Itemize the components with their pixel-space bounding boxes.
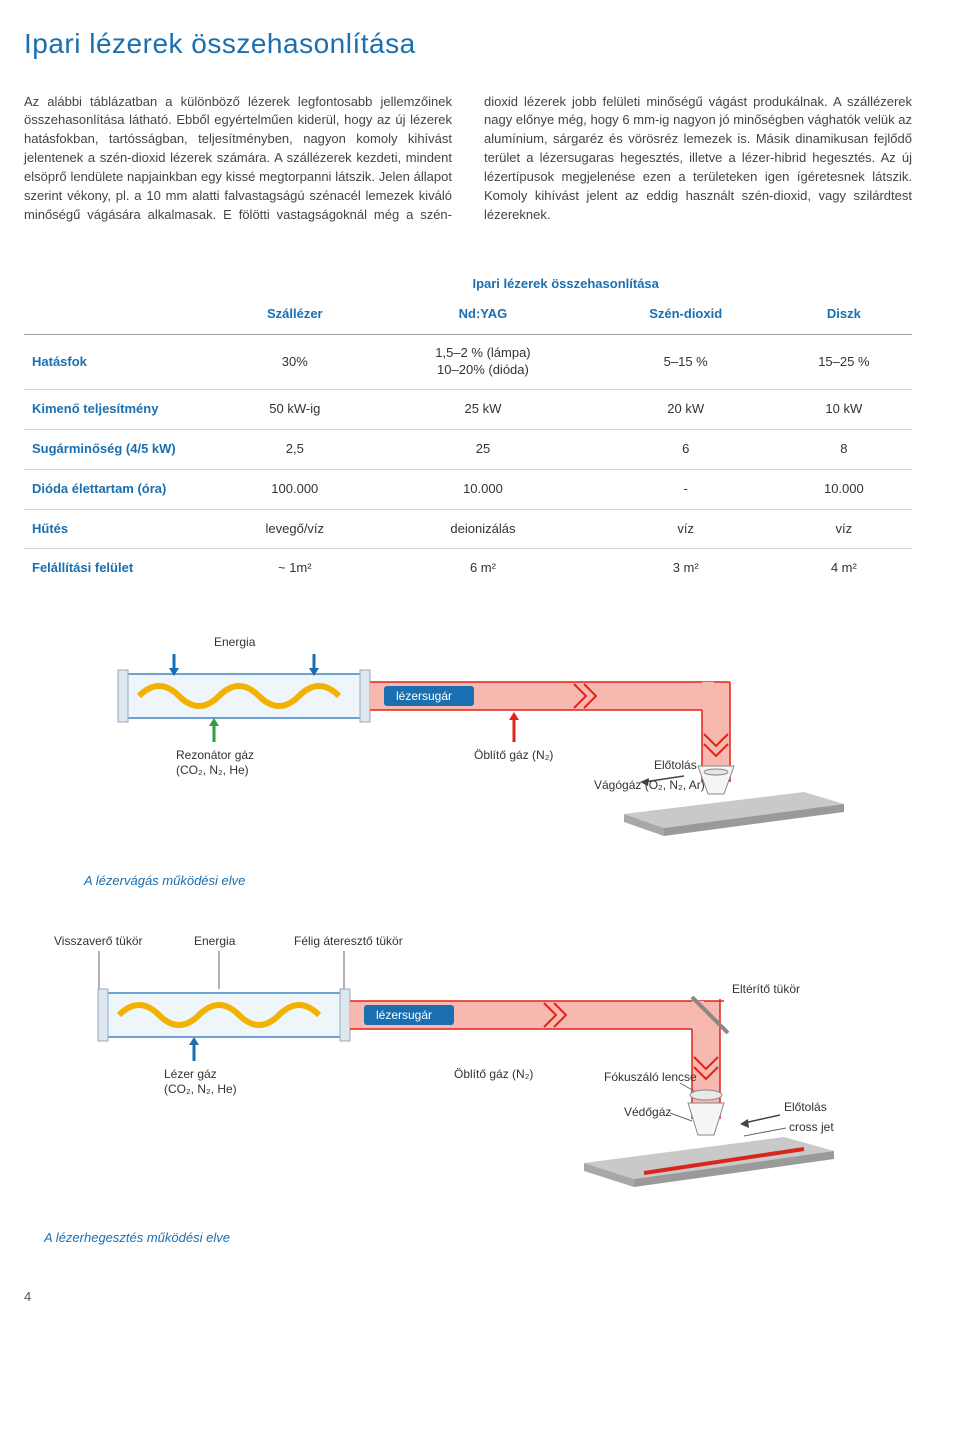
table-row-label: Sugárminőség (4/5 kW) [24, 429, 219, 469]
svg-text:Energia: Energia [194, 934, 236, 948]
table-cell: 25 kW [370, 389, 595, 429]
comparison-table: Ipari lézerek összehasonlítása Szállézer… [24, 265, 912, 589]
table-row-label: Kimenő teljesítmény [24, 389, 219, 429]
table-cell: 10.000 [776, 469, 912, 509]
table-cell: 6 m² [370, 549, 595, 588]
table-group-header: Ipari lézerek összehasonlítása [219, 265, 912, 296]
svg-text:Energia: Energia [214, 635, 256, 649]
table-row-label: Felállítási felület [24, 549, 219, 588]
table-cell: 10 kW [776, 389, 912, 429]
body-paragraph: Az alábbi táblázatban a különböző lézere… [24, 93, 912, 225]
table-header-empty [24, 265, 219, 296]
table-col-2: Nd:YAG [370, 295, 595, 334]
diagram1-caption: A lézervágás működési elve [84, 872, 912, 891]
table-cell: 100.000 [219, 469, 370, 509]
svg-text:Visszaverő tükör: Visszaverő tükör [54, 934, 142, 948]
svg-text:Vágógáz (O₂, N₂, Ar): Vágógáz (O₂, N₂, Ar) [594, 778, 705, 792]
table-cell: 6 [596, 429, 776, 469]
svg-text:Előtolás: Előtolás [654, 758, 697, 772]
table-cell: víz [776, 509, 912, 549]
diagram2-caption: A lézerhegesztés működési elve [44, 1229, 912, 1248]
svg-text:Öblítő gáz (N₂): Öblítő gáz (N₂) [454, 1067, 533, 1081]
table-row: Hatásfok 30% 1,5–2 % (lámpa) 10–20% (dió… [24, 335, 912, 390]
table-row: Sugárminőség (4/5 kW) 2,5 25 6 8 [24, 429, 912, 469]
table-cell: levegő/víz [219, 509, 370, 549]
table-cell: 15–25 % [776, 335, 912, 390]
table-row-label: Dióda élettartam (óra) [24, 469, 219, 509]
body-text: Az alábbi táblázatban a különböző lézere… [24, 93, 912, 225]
table-cell: 8 [776, 429, 912, 469]
table-row: Kimenő teljesítmény 50 kW-ig 25 kW 20 kW… [24, 389, 912, 429]
svg-text:lézersugár: lézersugár [396, 689, 452, 703]
diagram-laser-cutting: Energia Rezonátor gáz (CO₂, N₂, He) léze… [84, 624, 912, 891]
table-col-1: Szállézer [219, 295, 370, 334]
table-cell: 5–15 % [596, 335, 776, 390]
page-title: Ipari lézerek összehasonlítása [24, 24, 912, 65]
svg-text:Félig áteresztő tükör: Félig áteresztő tükör [294, 934, 403, 948]
table-cell: 30% [219, 335, 370, 390]
table-col-3: Szén-dioxid [596, 295, 776, 334]
table-cell: - [596, 469, 776, 509]
table-header-row: Szállézer Nd:YAG Szén-dioxid Diszk [24, 295, 912, 334]
table-cell: 3 m² [596, 549, 776, 588]
table-cell: deionizálás [370, 509, 595, 549]
svg-text:(CO₂, N₂, He): (CO₂, N₂, He) [176, 763, 249, 777]
table-col-0 [24, 295, 219, 334]
table-cell: 10.000 [370, 469, 595, 509]
table-cell: 25 [370, 429, 595, 469]
svg-text:Lézer gáz: Lézer gáz [164, 1067, 217, 1081]
svg-text:Rezonátor gáz: Rezonátor gáz [176, 748, 254, 762]
svg-text:lézersugár: lézersugár [376, 1008, 432, 1022]
table-row-label: Hatásfok [24, 335, 219, 390]
svg-text:Öblítő gáz (N₂): Öblítő gáz (N₂) [474, 748, 553, 762]
table-cell: 1,5–2 % (lámpa) 10–20% (dióda) [370, 335, 595, 390]
table-cell: 4 m² [776, 549, 912, 588]
table-row: Felállítási felület ~ 1m² 6 m² 3 m² 4 m² [24, 549, 912, 588]
svg-text:Fókuszáló lencse: Fókuszáló lencse [604, 1070, 697, 1084]
diagram-laser-welding: Visszaverő tükör Energia Félig áteresztő… [44, 931, 912, 1248]
svg-text:Védőgáz: Védőgáz [624, 1105, 671, 1119]
svg-text:(CO₂, N₂, He): (CO₂, N₂, He) [164, 1082, 237, 1096]
table-row-label: Hűtés [24, 509, 219, 549]
table-cell: 2,5 [219, 429, 370, 469]
table-col-4: Diszk [776, 295, 912, 334]
table-row: Dióda élettartam (óra) 100.000 10.000 - … [24, 469, 912, 509]
table-cell: víz [596, 509, 776, 549]
table-cell: ~ 1m² [219, 549, 370, 588]
svg-text:Eltérítő tükör: Eltérítő tükör [732, 982, 800, 996]
table-cell: 50 kW-ig [219, 389, 370, 429]
page-number: 4 [24, 1288, 912, 1307]
svg-text:Előtolás: Előtolás [784, 1100, 827, 1114]
table-row: Hűtés levegő/víz deionizálás víz víz [24, 509, 912, 549]
svg-text:cross jet: cross jet [789, 1120, 834, 1134]
table-cell: 20 kW [596, 389, 776, 429]
